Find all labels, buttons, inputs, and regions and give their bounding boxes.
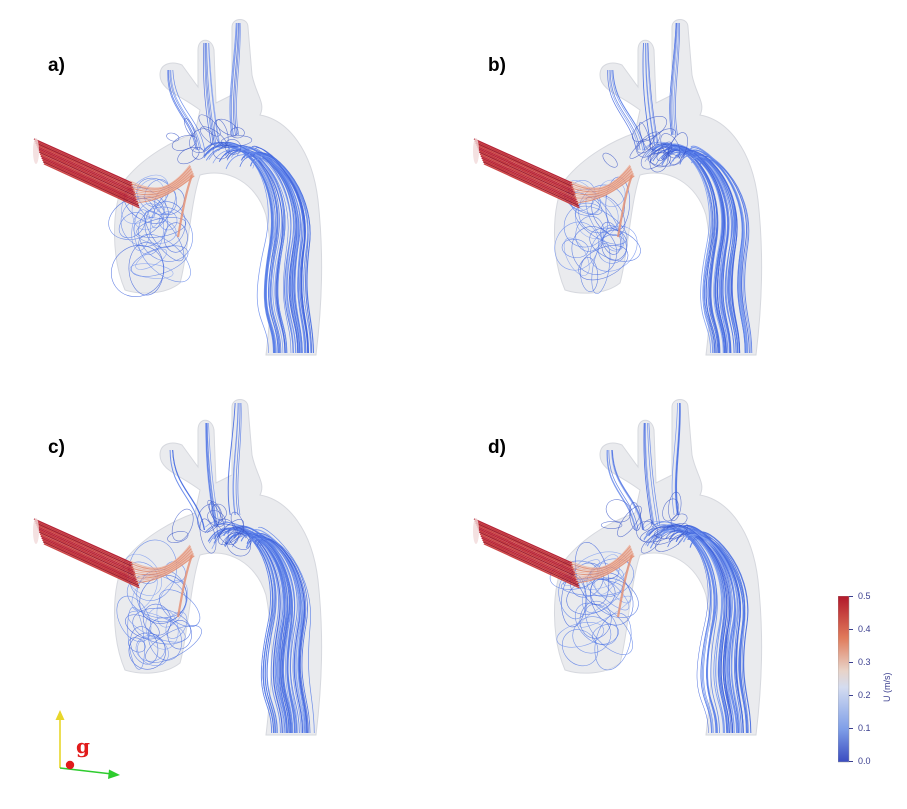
vessel-shell bbox=[554, 399, 763, 736]
colorbar-gradient bbox=[838, 596, 853, 763]
descending-streamlines bbox=[643, 520, 752, 734]
recirculation-streamlines bbox=[549, 491, 689, 671]
gravity-label: g bbox=[76, 734, 90, 758]
branch-streamlines bbox=[606, 402, 681, 531]
colorbar-tick-label: 0.0 bbox=[858, 756, 871, 766]
descending-streamlines bbox=[204, 520, 315, 734]
colorbar-tick-label: 0.4 bbox=[858, 624, 871, 634]
descending-streamlines bbox=[203, 141, 314, 354]
panel-d: d) bbox=[460, 395, 890, 775]
panel-label-d: d) bbox=[488, 437, 506, 458]
inflow-jet bbox=[473, 138, 635, 238]
colorbar-title: U (m/s) bbox=[882, 672, 892, 703]
inflow-jet bbox=[33, 518, 195, 618]
velocity-colorbar: 0.5 0.4 0.3 0.2 0.1 0.0 U (m/s) bbox=[838, 591, 898, 769]
colorbar-tick-label: 0.1 bbox=[858, 723, 871, 733]
axes-arrows bbox=[55, 710, 120, 779]
recirculation-streamlines bbox=[108, 114, 253, 297]
vessel-shell bbox=[114, 399, 323, 736]
aorta-streamline-render-d bbox=[473, 399, 763, 736]
gravity-axes-triad: g bbox=[36, 706, 136, 791]
inflow-jet bbox=[473, 518, 635, 618]
descending-streamlines bbox=[642, 141, 753, 354]
aorta-streamline-render-a bbox=[33, 19, 323, 356]
colorbar-tick-label: 0.5 bbox=[858, 591, 871, 601]
panel-label-c: c) bbox=[48, 437, 65, 458]
panel-label-a: a) bbox=[48, 55, 65, 76]
aorta-streamline-render-b bbox=[473, 19, 763, 356]
panel-label-b: b) bbox=[488, 55, 506, 76]
colorbar-tick-label: 0.2 bbox=[858, 690, 871, 700]
inflow-jet bbox=[33, 138, 195, 238]
panel-b: b) bbox=[460, 15, 890, 395]
panel-c: c) bbox=[20, 395, 450, 775]
colorbar-tick-label: 0.3 bbox=[858, 657, 871, 667]
aorta-streamline-render-c bbox=[33, 399, 323, 736]
vessel-shell bbox=[114, 19, 323, 356]
panel-a: a) bbox=[20, 15, 450, 395]
branch-streamlines bbox=[169, 402, 242, 531]
